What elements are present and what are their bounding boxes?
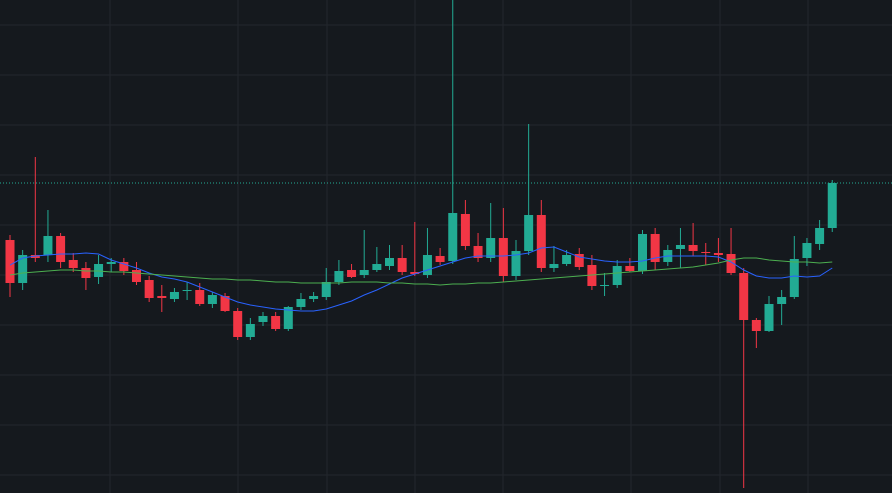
candle-body <box>549 264 559 268</box>
moving-average <box>9 246 833 312</box>
candle-body <box>486 238 496 258</box>
candle-body <box>309 296 319 299</box>
candle-body <box>764 304 774 331</box>
candle-body <box>435 256 445 262</box>
candle-body <box>347 270 357 277</box>
candle-body <box>182 290 192 291</box>
candle-body <box>701 252 711 253</box>
candle-body <box>207 295 217 304</box>
candle-body <box>334 271 344 282</box>
candle-body <box>448 213 458 261</box>
candle-body <box>296 299 306 307</box>
candle-body <box>713 253 723 255</box>
candle-body <box>385 258 394 266</box>
candle-body <box>802 243 812 258</box>
candle-body <box>321 282 331 297</box>
candle-body <box>18 255 28 283</box>
candle-body <box>422 255 432 275</box>
candle-body <box>638 234 647 271</box>
candle-body <box>751 320 761 331</box>
candle-body <box>283 307 293 329</box>
candle-body <box>132 270 141 282</box>
candle-body <box>372 264 382 270</box>
candle-body <box>157 296 167 298</box>
candle-body <box>600 285 610 286</box>
candle-body <box>106 262 116 264</box>
candle-body <box>397 258 407 272</box>
candle-body <box>195 290 205 304</box>
candle-body <box>827 183 837 228</box>
candle-body <box>688 245 698 251</box>
candle-body <box>650 234 660 262</box>
candle-body <box>258 316 268 322</box>
candle-body <box>460 214 470 246</box>
candle-body <box>5 240 15 283</box>
candle-body <box>233 311 243 337</box>
candle-body <box>726 254 736 273</box>
candle-body <box>56 236 66 262</box>
candle-body <box>562 255 572 264</box>
candle-body <box>220 296 230 311</box>
candle-body <box>612 266 622 285</box>
candle-body <box>245 324 255 337</box>
candle-body <box>169 292 179 299</box>
candle-body <box>574 254 584 267</box>
candle-body <box>473 246 483 258</box>
candle-body <box>524 215 534 251</box>
candle-body <box>144 280 154 298</box>
candle-body <box>777 297 787 304</box>
candle-body <box>271 316 281 329</box>
moving-average <box>9 257 833 286</box>
vertical-grid <box>109 0 809 493</box>
candle-body <box>359 270 369 275</box>
candle-body <box>498 238 508 276</box>
candle-body <box>68 260 78 268</box>
candle-body <box>119 262 129 271</box>
candle-body <box>789 259 799 297</box>
candle-body <box>739 273 749 320</box>
candle-body <box>511 251 521 276</box>
candle-body <box>815 228 825 244</box>
candle-body <box>81 268 91 278</box>
candle-body <box>675 245 685 249</box>
candle-body <box>536 215 546 268</box>
candle-body <box>410 272 420 274</box>
candle-body <box>625 266 635 271</box>
candle-body <box>43 236 53 255</box>
